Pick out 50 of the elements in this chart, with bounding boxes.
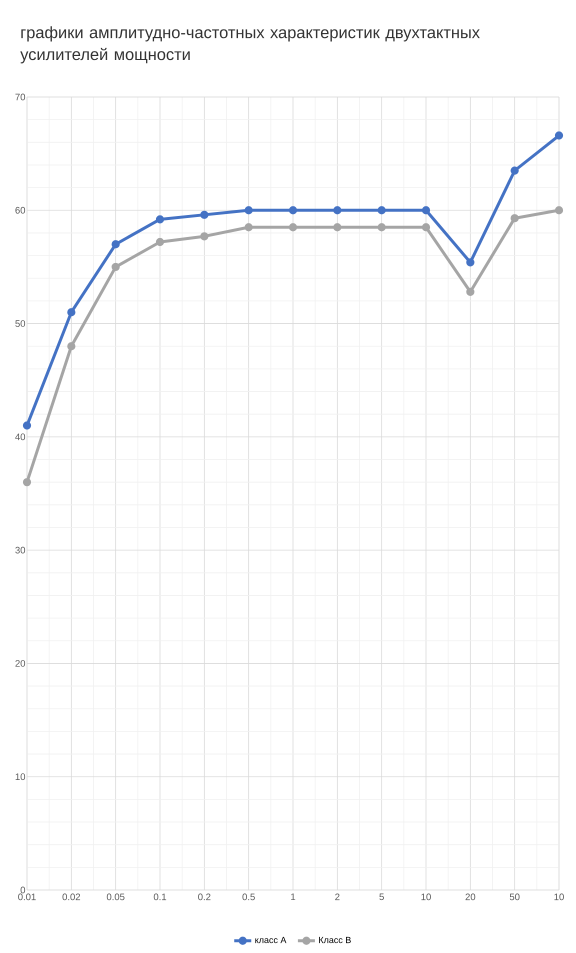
x-tick-label: 0.05	[106, 894, 124, 900]
point	[333, 206, 342, 214]
point	[244, 223, 253, 232]
point	[200, 232, 208, 240]
x-tick-label: 10	[421, 894, 431, 900]
point	[333, 223, 342, 232]
point	[200, 210, 208, 219]
x-tick-label: 50	[510, 894, 520, 900]
x-tick-label: 1	[291, 894, 296, 900]
legend-label: класс А	[255, 936, 286, 944]
y-tick-label: 50	[15, 320, 26, 327]
point	[112, 262, 120, 272]
x-tick-label: 5	[379, 894, 384, 900]
point	[22, 421, 32, 430]
point	[422, 206, 430, 214]
point	[466, 258, 474, 266]
point	[554, 206, 564, 214]
x-tick-label: 20	[466, 894, 476, 900]
x-tick-label: 0.01	[18, 894, 36, 900]
x-tick-label: 0.1	[154, 894, 166, 900]
point	[22, 478, 32, 486]
x-tick-label: 2	[335, 894, 340, 900]
y-tick-label: 70	[15, 94, 26, 100]
point	[378, 223, 386, 232]
x-tick-label: 0.2	[198, 894, 210, 900]
y-tick-label: 30	[15, 546, 26, 554]
point	[378, 206, 386, 214]
x-tick-label: 0.5	[242, 894, 255, 900]
point	[466, 288, 474, 296]
point	[422, 223, 430, 232]
chart-title: графики амплитудно-частотных характеристик двухтактных усилителей мощности	[20, 26, 480, 64]
y-tick-label: 40	[15, 434, 26, 440]
legend-label: Класс В	[319, 936, 351, 944]
point	[554, 131, 564, 140]
point	[156, 238, 164, 246]
point	[510, 214, 519, 222]
point	[67, 342, 76, 350]
y-tick-label: 20	[15, 660, 26, 667]
point	[156, 215, 164, 224]
point	[67, 308, 76, 316]
y-tick-label: 60	[15, 206, 26, 214]
point	[112, 240, 120, 248]
point	[288, 206, 298, 214]
point	[510, 166, 519, 175]
point	[288, 223, 298, 232]
y-tick-label: 10	[16, 773, 26, 780]
y-tick-label: 0	[20, 886, 26, 894]
x-tick-label: 10	[554, 894, 564, 900]
x-tick-label: 0.02	[62, 894, 80, 900]
point	[244, 206, 253, 214]
